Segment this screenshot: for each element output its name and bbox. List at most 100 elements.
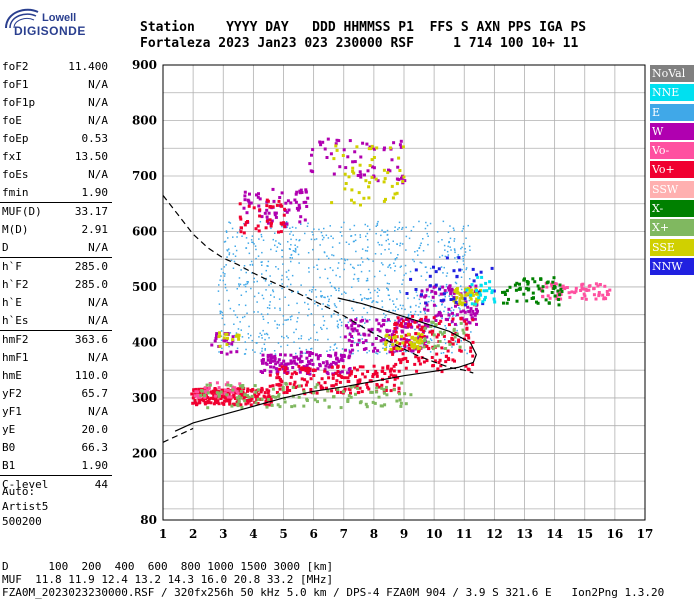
echo-point	[280, 380, 284, 384]
echo-point	[456, 256, 458, 258]
param-row: h`F 285.0	[0, 258, 112, 276]
echo-point	[334, 361, 337, 365]
echo-point	[449, 298, 453, 301]
echo-point	[394, 330, 398, 334]
x-tick-label: 5	[279, 527, 287, 541]
echo-point	[382, 323, 386, 327]
echo-point	[476, 298, 479, 302]
echo-point	[325, 386, 328, 390]
param-divider	[0, 257, 112, 258]
echo-point	[493, 300, 497, 304]
echo-point	[580, 296, 584, 300]
echo-point	[384, 316, 386, 319]
echo-point	[259, 388, 263, 392]
echo-point	[438, 287, 442, 291]
echo-point	[249, 264, 251, 266]
echo-point	[502, 301, 505, 305]
echo-point	[463, 319, 467, 323]
echo-point	[291, 315, 293, 317]
echo-point	[410, 325, 414, 329]
echo-point	[304, 232, 306, 235]
echo-point	[503, 293, 507, 296]
echo-point	[246, 281, 248, 283]
echo-point	[397, 308, 399, 310]
echo-point	[463, 254, 466, 256]
echo-point	[238, 285, 240, 287]
echo-point	[430, 289, 434, 293]
echo-point	[405, 350, 407, 352]
echo-point	[330, 384, 334, 388]
echo-point	[335, 289, 337, 291]
echo-point	[329, 362, 333, 366]
echo-point	[395, 306, 397, 308]
echo-point	[256, 280, 258, 283]
echo-point	[261, 264, 263, 266]
echo-point	[353, 341, 356, 344]
echo-point	[235, 334, 238, 338]
echo-point	[218, 284, 220, 286]
echo-point	[411, 335, 414, 339]
echo-point	[427, 340, 431, 344]
legend-item-x: X+	[650, 219, 694, 237]
echo-point	[371, 165, 374, 169]
echo-point	[351, 166, 355, 170]
echo-point	[352, 201, 356, 205]
echo-point	[525, 299, 529, 303]
echo-point	[400, 176, 403, 180]
echo-point	[434, 314, 438, 318]
echo-point	[224, 283, 227, 286]
echo-point	[308, 354, 312, 357]
param-value: N/A	[88, 241, 108, 254]
echo-point	[451, 311, 454, 315]
footer-info: D 100 200 400 600 800 1000 1500 3000 [km…	[2, 560, 698, 599]
echo-point	[270, 294, 272, 296]
echo-point	[363, 375, 367, 379]
logo-text-digisonde: DIGISONDE	[14, 24, 86, 38]
echo-point	[433, 300, 435, 303]
echo-point	[430, 329, 432, 332]
echo-point	[461, 246, 463, 249]
echo-point	[349, 263, 352, 266]
echo-point	[359, 173, 363, 177]
param-row: foE N/A	[0, 112, 112, 130]
echo-point	[394, 338, 396, 341]
echo-point	[563, 286, 567, 290]
echo-point	[364, 339, 368, 343]
echo-point	[360, 334, 362, 336]
echo-point	[418, 362, 422, 366]
echo-point	[324, 268, 326, 270]
echo-point	[263, 402, 267, 406]
echo-point	[381, 229, 383, 231]
echo-point	[407, 346, 411, 350]
echo-point	[339, 374, 343, 378]
echo-point	[444, 342, 447, 345]
echo-point	[344, 166, 348, 170]
echo-point	[481, 302, 485, 306]
echo-point	[264, 226, 268, 230]
echo-point	[256, 402, 260, 405]
param-label: h`E	[2, 296, 22, 309]
echo-point	[234, 255, 237, 257]
echo-point	[331, 373, 335, 377]
echo-point	[298, 239, 300, 242]
echo-point	[345, 292, 347, 294]
echo-point	[446, 250, 449, 253]
echo-point	[220, 339, 223, 342]
param-row: MUF(D) 33.17	[0, 203, 112, 221]
echo-point	[246, 387, 250, 391]
echo-point	[541, 295, 545, 299]
echo-point	[447, 313, 451, 317]
echo-point	[300, 360, 304, 363]
echo-point	[329, 281, 331, 284]
param-label: D	[2, 241, 9, 254]
echo-point	[334, 351, 338, 355]
echo-point	[414, 268, 418, 272]
echo-point	[541, 289, 545, 293]
echo-point	[321, 140, 325, 144]
echo-point	[273, 213, 277, 217]
echo-point	[297, 384, 301, 388]
param-value: N/A	[88, 168, 108, 181]
echo-point	[238, 215, 242, 219]
echo-point	[235, 350, 239, 354]
echo-point	[350, 324, 354, 328]
